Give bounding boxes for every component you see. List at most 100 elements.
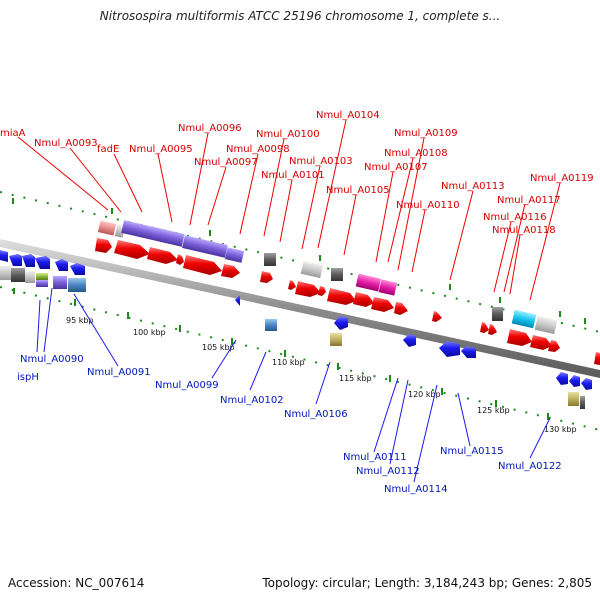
gene-arrow[interactable] (35, 256, 50, 269)
gene-feature[interactable] (534, 315, 558, 335)
gene-label: Nmul_A0097 (194, 157, 258, 168)
scale-label: 120 kbp (408, 390, 441, 399)
scale-ticks (12, 198, 586, 420)
reverse-label-leaders (36, 287, 551, 483)
gene-feature[interactable] (264, 253, 276, 266)
gene-arrow[interactable] (288, 280, 296, 290)
gene-arrow[interactable] (488, 324, 497, 335)
scale-label: 105 kbp (202, 343, 235, 352)
reverse-strand-genes[interactable] (0, 250, 592, 409)
reverse-gene-labels[interactable]: Nmul_A0090 ispH Nmul_A0091 Nmul_A0099 Nm… (17, 354, 562, 495)
gene-label: Nmul_A0109 (394, 128, 458, 139)
gene-arrow[interactable] (114, 240, 150, 259)
gene-feature[interactable] (224, 247, 245, 263)
gene-label: ispH (17, 372, 39, 383)
gene-arrow[interactable] (334, 316, 348, 330)
gene-arrow[interactable] (507, 329, 532, 346)
gene-feature[interactable] (181, 235, 228, 258)
gene-arrow[interactable] (183, 255, 222, 275)
scale-label: 110 kbp (272, 358, 305, 367)
gene-label: Nmul_A0110 (396, 200, 460, 211)
gene-arrow[interactable] (70, 263, 85, 275)
gene-label: Nmul_A0101 (261, 170, 325, 181)
gene-arrow[interactable] (556, 372, 568, 385)
gene-feature[interactable] (36, 280, 48, 287)
gene-label: Nmul_A0111 (343, 452, 407, 463)
gene-feature[interactable] (11, 268, 25, 282)
gene-feature[interactable] (36, 273, 48, 280)
gene-label: Nmul_A0113 (441, 181, 505, 192)
scale-label: 100 kbp (133, 328, 166, 337)
gene-arrow[interactable] (403, 334, 416, 347)
gene-arrow[interactable] (176, 254, 184, 265)
forward-strand-genes[interactable] (95, 220, 600, 365)
gene-arrow[interactable] (581, 378, 592, 390)
topology-text: Topology: circular; Length: 3,184,243 bp… (262, 576, 592, 590)
gene-arrow[interactable] (327, 288, 356, 305)
scale-label: 115 kbp (339, 374, 372, 383)
gene-label: Nmul_A0118 (492, 225, 556, 236)
gene-feature[interactable] (68, 278, 86, 292)
gene-arrow[interactable] (95, 238, 112, 253)
gene-label: Nmul_A0112 (356, 466, 420, 477)
scale-label: 95 kbp (66, 316, 94, 325)
gene-feature[interactable] (0, 266, 11, 280)
gene-label: Nmul_A0108 (384, 148, 448, 159)
gene-label: Nmul_A0096 (178, 123, 242, 134)
gene-label: Nmul_A0114 (384, 484, 448, 495)
gene-arrow[interactable] (55, 259, 68, 271)
gene-arrow[interactable] (260, 271, 273, 283)
gene-feature[interactable] (121, 220, 185, 247)
gene-feature[interactable] (511, 309, 537, 329)
gene-arrow[interactable] (548, 340, 560, 352)
gene-label: Nmul_A0104 (316, 110, 380, 121)
gene-feature[interactable] (331, 268, 343, 281)
gene-feature[interactable] (53, 276, 67, 289)
accession-text: Accession: NC_007614 (8, 576, 145, 590)
gene-arrow[interactable] (353, 292, 374, 307)
gene-feature[interactable] (330, 333, 342, 346)
gene-arrow[interactable] (530, 335, 552, 350)
gene-label: Nmul_A0106 (284, 409, 348, 420)
gene-arrow[interactable] (461, 346, 476, 358)
gene-label: miaA (0, 128, 26, 139)
gene-arrow[interactable] (569, 375, 580, 387)
gene-arrow[interactable] (0, 250, 8, 262)
gene-feature[interactable] (580, 396, 585, 409)
gene-arrow[interactable] (480, 322, 489, 333)
gene-arrow[interactable] (147, 247, 178, 264)
gene-label: Nmul_A0095 (129, 144, 193, 155)
gene-arrow[interactable] (394, 302, 408, 315)
gene-label: Nmul_A0116 (483, 212, 547, 223)
gene-arrow[interactable] (318, 286, 326, 296)
gene-arrow[interactable] (9, 254, 22, 266)
gene-arrow[interactable] (22, 254, 35, 267)
gene-feature[interactable] (568, 392, 579, 406)
gene-label: Nmul_A0091 (87, 367, 151, 378)
gene-label: Nmul_A0105 (326, 185, 390, 196)
gene-label: fadE (97, 144, 119, 155)
gene-label: Nmul_A0107 (364, 162, 428, 173)
gene-arrow[interactable] (235, 295, 240, 306)
gene-feature[interactable] (25, 271, 35, 283)
gene-feature[interactable] (97, 220, 117, 236)
gene-label: Nmul_A0093 (34, 138, 98, 149)
gene-arrow[interactable] (371, 297, 394, 312)
forward-gene-labels[interactable]: miaA Nmul_A0093 fadE Nmul_A0095 Nmul_A00… (0, 110, 594, 236)
gene-arrow[interactable] (221, 264, 240, 278)
page-title: Nitrosospira multiformis ATCC 25196 chro… (99, 9, 501, 23)
gene-label: Nmul_A0102 (220, 395, 284, 406)
gene-arrow[interactable] (439, 341, 460, 357)
gene-feature[interactable] (265, 319, 277, 331)
gene-feature[interactable] (355, 273, 382, 292)
gene-feature[interactable] (300, 260, 324, 279)
gene-arrow[interactable] (594, 352, 600, 365)
gene-label: Nmul_A0122 (498, 461, 562, 472)
gene-arrow[interactable] (432, 311, 442, 322)
gene-label: Nmul_A0115 (440, 446, 504, 457)
gene-feature[interactable] (378, 279, 398, 296)
gene-arrow[interactable] (295, 281, 321, 297)
gene-feature[interactable] (492, 307, 503, 321)
